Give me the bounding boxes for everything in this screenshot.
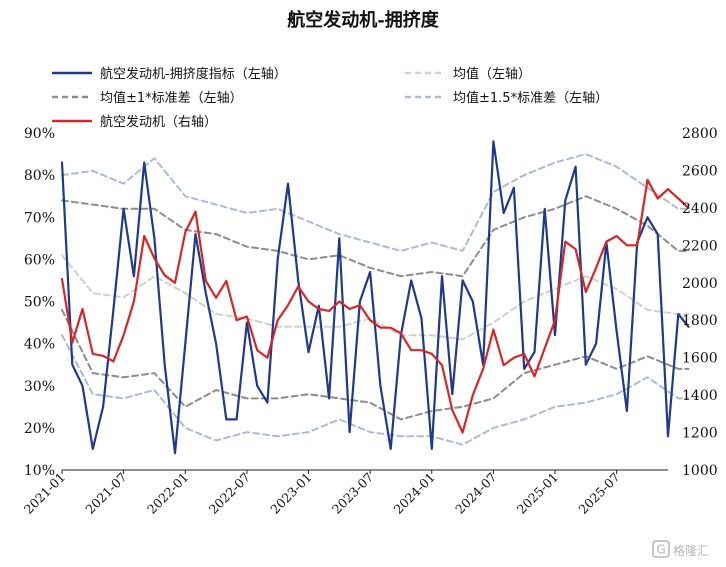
legend-label: 均值±1.5*标准差（左轴） xyxy=(453,90,608,106)
y-right-tick-label: 1600 xyxy=(682,351,718,367)
series-line-5 xyxy=(61,334,690,446)
y-right-tick-label: 1800 xyxy=(682,313,718,329)
series-line-4 xyxy=(61,153,690,252)
series-line-6 xyxy=(60,178,690,434)
x-tick-label: 2022-01 xyxy=(144,470,191,517)
series-line-0 xyxy=(60,140,690,455)
legend-item: 均值±1.5*标准差（左轴） xyxy=(405,90,608,106)
y-right-tick-label: 2000 xyxy=(682,276,718,292)
x-tick-label: 2025-01 xyxy=(514,470,561,517)
watermark: G 格隆汇 xyxy=(652,540,709,558)
logo-g-letter: G xyxy=(656,543,665,557)
legend-label: 均值±1*标准差（左轴） xyxy=(100,90,243,106)
y-left-tick-label: 50% xyxy=(24,295,55,311)
x-tick-label: 2021-07 xyxy=(82,469,129,516)
y-left-tick-label: 30% xyxy=(24,379,55,395)
x-tick-label: 2025-07 xyxy=(575,469,622,516)
y-right-tick-label: 1400 xyxy=(682,388,718,404)
legend-label: 航空发动机-拥挤度指标（左轴） xyxy=(100,66,287,82)
y-right-tick-label: 2200 xyxy=(682,238,718,254)
chart-title: 航空发动机-拥挤度 xyxy=(287,9,439,31)
legend-item: 航空发动机-拥挤度指标（左轴） xyxy=(52,66,287,82)
y-right-tick-label: 2800 xyxy=(682,126,718,142)
legend-label: 均值（左轴） xyxy=(453,66,531,82)
y-right-tick-label: 2400 xyxy=(682,201,718,217)
x-tick-label: 2022-07 xyxy=(206,469,253,516)
legend-item: 均值±1*标准差（左轴） xyxy=(52,90,243,106)
y-left-tick-label: 60% xyxy=(24,252,55,268)
y-left-tick-label: 90% xyxy=(24,126,55,142)
y-left-tick-label: 20% xyxy=(24,421,55,437)
y-left-tick-label: 10% xyxy=(24,463,55,479)
y-left-tick-label: 70% xyxy=(24,210,55,226)
legend-label: 航空发动机（右轴） xyxy=(100,114,217,130)
legend-item: 均值（左轴） xyxy=(405,66,531,82)
x-tick-label: 2023-07 xyxy=(329,469,376,516)
legend: 航空发动机-拥挤度指标（左轴） 均值（左轴） 均值±1*标准差（左轴） 均值±1.5*… xyxy=(52,66,608,130)
watermark-text: 格隆汇 xyxy=(673,543,709,558)
legend-item: 航空发动机（右轴） xyxy=(52,114,217,130)
x-tick-label: 2023-01 xyxy=(267,470,314,517)
plot-lines xyxy=(60,140,690,455)
axes: 10% 20% 30% 40% 50% 60% 70% 80% 90% 1000 1200 1400 1… xyxy=(21,126,718,517)
logo-g-icon xyxy=(652,540,670,558)
y-right-tick-label: 1200 xyxy=(682,426,718,442)
series-line-2 xyxy=(61,195,690,278)
x-tick-label: 2024-01 xyxy=(391,470,438,517)
x-tick-label: 2024-07 xyxy=(452,469,499,516)
y-left-tick-label: 80% xyxy=(24,168,55,184)
y-right-tick-label: 1000 xyxy=(682,463,718,479)
y-right-tick-label: 2600 xyxy=(682,163,718,179)
y-left-tick-label: 40% xyxy=(24,337,55,353)
